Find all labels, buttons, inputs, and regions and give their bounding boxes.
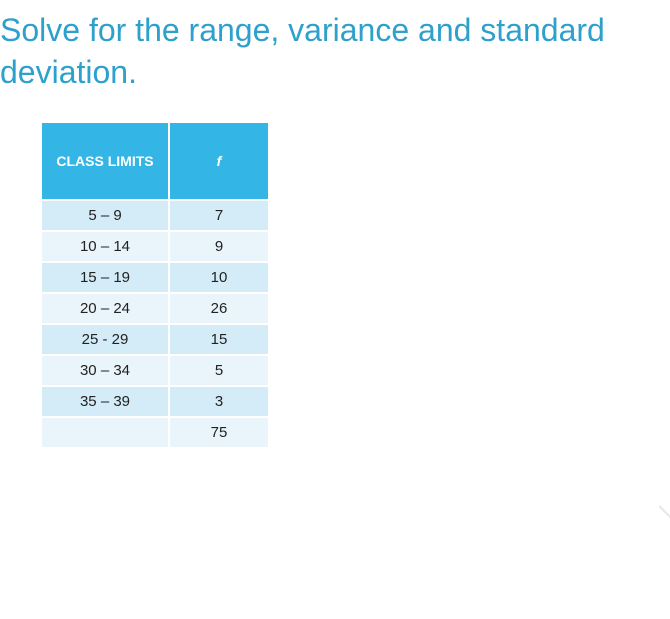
table-row: 35 – 39 3 (41, 386, 269, 417)
cell-f: 9 (169, 231, 269, 262)
column-header-f: f (169, 122, 269, 200)
page-title: Solve for the range, variance and standa… (0, 0, 670, 93)
table-row: 30 – 34 5 (41, 355, 269, 386)
column-header-class-limits: CLASS LIMITS (41, 122, 169, 200)
cell-class-limits (41, 417, 169, 448)
table-row: 25 - 29 15 (41, 324, 269, 355)
cell-f: 5 (169, 355, 269, 386)
cell-f-total: 75 (169, 417, 269, 448)
frequency-table-container: CLASS LIMITS f 5 – 9 7 10 – 14 9 15 – 19… (40, 121, 670, 449)
cell-class-limits: 15 – 19 (41, 262, 169, 293)
corner-accent-icon (603, 505, 670, 618)
cell-f: 15 (169, 324, 269, 355)
cell-class-limits: 30 – 34 (41, 355, 169, 386)
cell-f: 3 (169, 386, 269, 417)
cell-class-limits: 20 – 24 (41, 293, 169, 324)
cell-class-limits: 25 - 29 (41, 324, 169, 355)
cell-class-limits: 5 – 9 (41, 200, 169, 231)
table-row: 10 – 14 9 (41, 231, 269, 262)
cell-f: 10 (169, 262, 269, 293)
frequency-table: CLASS LIMITS f 5 – 9 7 10 – 14 9 15 – 19… (40, 121, 270, 449)
table-row-total: 75 (41, 417, 269, 448)
cell-class-limits: 10 – 14 (41, 231, 169, 262)
table-row: 5 – 9 7 (41, 200, 269, 231)
cell-class-limits: 35 – 39 (41, 386, 169, 417)
cell-f: 7 (169, 200, 269, 231)
table-row: 20 – 24 26 (41, 293, 269, 324)
cell-f: 26 (169, 293, 269, 324)
table-row: 15 – 19 10 (41, 262, 269, 293)
